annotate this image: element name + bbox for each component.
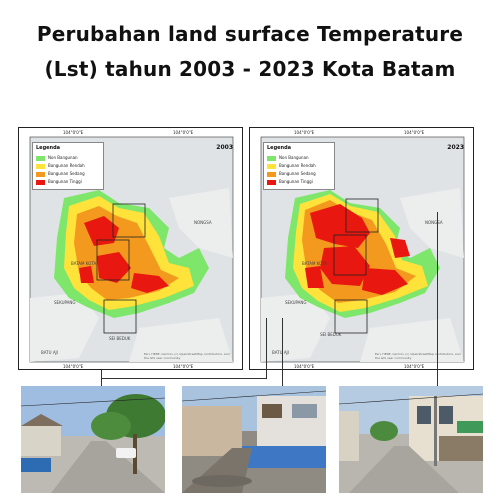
legend-swatch [267, 171, 276, 177]
legend-2023: Legenda Non Bangunan Bangunan Rendah Ban… [263, 142, 335, 190]
legend-label: Bangunan Sedang [279, 171, 316, 176]
street-photo-2-image [182, 386, 326, 493]
legend-swatch [36, 163, 45, 169]
connector-line [282, 318, 283, 386]
legend-label: Bangunan Tinggi [48, 179, 82, 184]
legend-item: Bangunan Tinggi [267, 179, 313, 185]
map-credit: Esri, HERE, Garmin, (c) OpenStreetMap co… [375, 352, 461, 360]
legend-label: Bangunan Sedang [48, 171, 85, 176]
street-photo-1 [21, 386, 165, 493]
map-2003: 104°0'0"E 104°0'0"E 104°0'0"E 104°0'0"E … [18, 127, 243, 370]
connector-line [101, 378, 267, 379]
tick-top-left: 104°0'0"E [63, 130, 84, 135]
legend-swatch [36, 171, 45, 177]
map-year-2023: 2023 [447, 144, 464, 151]
place-label: BATU AJI [272, 350, 289, 355]
legend-item: Bangunan Rendah [36, 163, 85, 169]
legend-label: Bangunan Rendah [279, 163, 316, 168]
street-photo-1-image [21, 386, 165, 493]
place-label: SEI BEDUK [320, 332, 342, 337]
tick-bottom-left: 104°0'0"E [294, 364, 315, 369]
place-label: NONGSA [425, 220, 443, 225]
map-year-2003: 2003 [216, 144, 233, 151]
street-photo-2 [182, 386, 326, 493]
street-photo-3-image [339, 386, 483, 493]
legend-item: Bangunan Sedang [36, 171, 85, 177]
page-title-line-1: Perubahan land surface Temperature [36, 22, 464, 46]
legend-2003: Legenda Non Bangunan Bangunan Rendah Ban… [32, 142, 104, 190]
tick-top-right: 104°0'0"E [173, 130, 194, 135]
tick-bottom-right: 104°0'0"E [173, 364, 194, 369]
legend-title: Legenda [267, 145, 292, 151]
street-photo-3 [339, 386, 483, 493]
legend-label: Non Bangunan [48, 155, 78, 160]
tick-bottom-left: 104°0'0"E [63, 364, 84, 369]
tick-top-right: 104°0'0"E [404, 130, 425, 135]
legend-swatch [267, 179, 276, 185]
map-2003-canvas [29, 136, 234, 363]
legend-item: Non Bangunan [36, 155, 78, 161]
tick-bottom-right: 104°0'0"E [404, 364, 425, 369]
place-label: NONGSA [194, 220, 212, 225]
map-2023-canvas [260, 136, 465, 363]
map-2023: 104°0'0"E 104°0'0"E 104°0'0"E 104°0'0"E … [249, 127, 474, 370]
connector-line [266, 318, 267, 379]
legend-label: Bangunan Rendah [48, 163, 85, 168]
legend-item: Non Bangunan [267, 155, 309, 161]
legend-item: Bangunan Rendah [267, 163, 316, 169]
place-label: BATU AJI [41, 350, 58, 355]
legend-label: Non Bangunan [279, 155, 309, 160]
place-label: BATAM KOTA [71, 261, 97, 266]
page-title-line-2: (Lst) tahun 2003 - 2023 Kota Batam [44, 57, 456, 81]
connector-line [437, 212, 438, 386]
legend-swatch [36, 179, 45, 185]
map-credit: Esri, HERE, Garmin, (c) OpenStreetMap co… [144, 352, 230, 360]
legend-title: Legenda [36, 145, 61, 151]
place-label: SEKUPANG [54, 300, 76, 305]
legend-swatch [267, 163, 276, 169]
tick-top-left: 104°0'0"E [294, 130, 315, 135]
legend-item: Bangunan Tinggi [36, 179, 82, 185]
legend-item: Bangunan Sedang [267, 171, 316, 177]
legend-swatch [267, 155, 276, 161]
legend-swatch [36, 155, 45, 161]
place-label: BATAM KOTA [302, 261, 328, 266]
place-label: SEI BEDUK [109, 336, 131, 341]
legend-label: Bangunan Tinggi [279, 179, 313, 184]
place-label: SEKUPANG [285, 300, 307, 305]
